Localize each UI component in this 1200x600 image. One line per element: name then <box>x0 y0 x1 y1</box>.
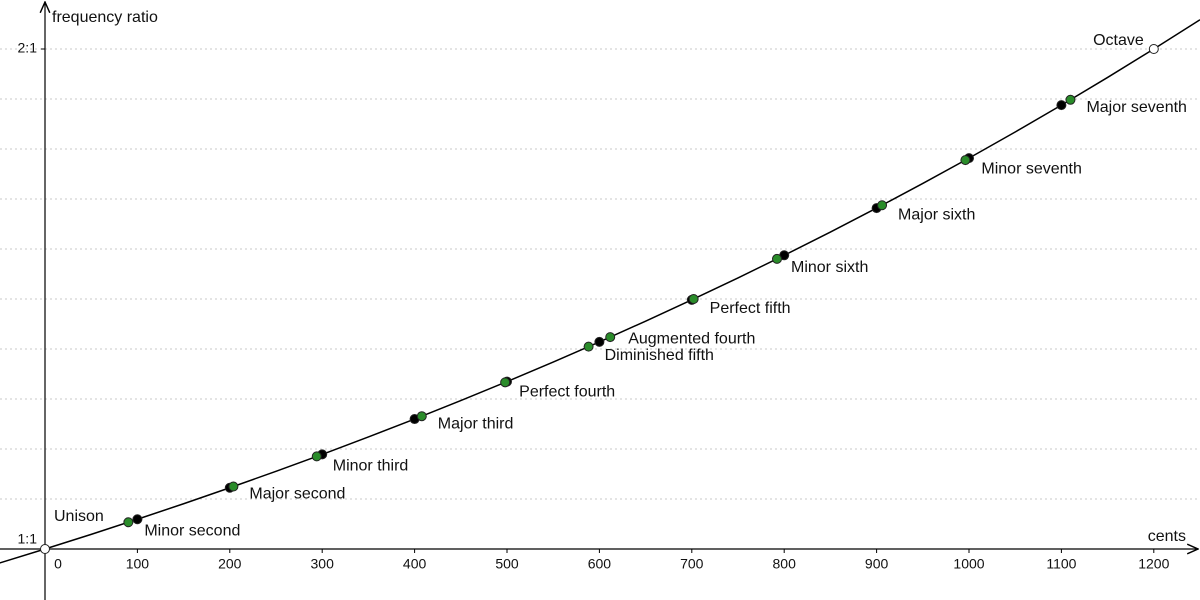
point-label: Minor seventh <box>981 160 1082 177</box>
point <box>311 451 322 462</box>
x-tick-label: 1000 <box>953 556 984 572</box>
x-tick-label: 400 <box>403 556 427 572</box>
x-tick-label: 1100 <box>1046 556 1076 572</box>
point <box>960 155 971 166</box>
x-tick-label: 200 <box>218 556 242 572</box>
point <box>771 253 782 264</box>
x-tick-label: 1200 <box>1138 556 1169 572</box>
x-axis-title: cents <box>1148 528 1186 545</box>
point-label: Unison <box>54 508 104 525</box>
point <box>132 514 143 525</box>
x-tick-label: 800 <box>773 556 797 572</box>
x-tick-label: 500 <box>495 556 519 572</box>
point-label: Augmented fourth <box>628 330 755 347</box>
x-tick-label: 100 <box>126 556 150 572</box>
point <box>583 341 594 352</box>
point-label: Minor third <box>333 458 409 475</box>
point-label: Major sixth <box>898 206 975 223</box>
x-tick-label: 700 <box>680 556 704 572</box>
point <box>39 544 50 554</box>
point <box>500 377 511 388</box>
point-label: Perfect fourth <box>519 384 615 401</box>
y-axis-title: frequency ratio <box>52 9 158 26</box>
y-tick-label: 1:1 <box>18 531 38 547</box>
point-label: Diminished fifth <box>605 347 714 364</box>
curve <box>0 19 1200 564</box>
point <box>688 294 699 304</box>
x-tick-label: 0 <box>54 556 62 572</box>
point <box>1065 94 1076 105</box>
point-label: Minor sixth <box>791 259 868 276</box>
point <box>1148 44 1159 54</box>
x-tick-label: 300 <box>311 556 335 572</box>
point-label: Minor second <box>144 522 240 539</box>
point-label: Major seventh <box>1086 99 1187 116</box>
point <box>228 481 239 492</box>
point <box>123 517 134 528</box>
point-label: Major second <box>249 486 345 503</box>
point <box>877 200 888 211</box>
x-tick-label: 600 <box>588 556 612 572</box>
point <box>1056 100 1067 111</box>
point-label: Perfect fifth <box>710 300 791 317</box>
point <box>594 336 605 347</box>
point-label: Octave <box>1093 32 1144 49</box>
point <box>416 411 427 422</box>
point <box>605 332 616 343</box>
x-tick-label: 900 <box>865 556 889 572</box>
point-label: Major third <box>438 415 514 432</box>
y-tick-label: 2:1 <box>18 40 38 56</box>
